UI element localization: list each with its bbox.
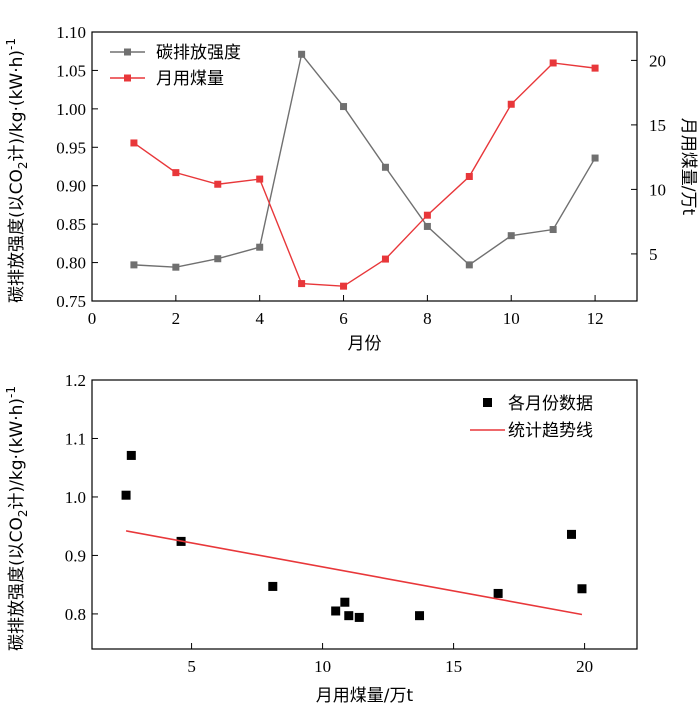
data-point-carbon-intensity — [214, 255, 222, 263]
data-point-coal-use — [172, 169, 180, 177]
data-point-monthly — [331, 606, 341, 616]
top-x-tick-label: 12 — [587, 309, 604, 328]
top-left-y-tick-label: 0.85 — [56, 215, 86, 234]
top-x-tick-label: 10 — [503, 309, 520, 328]
data-point-monthly — [566, 529, 576, 539]
legend-marker-carbon-intensity — [124, 48, 131, 56]
data-point-carbon-intensity — [381, 163, 389, 171]
top-left-y-axis-label-part: 碳排放强度(以CO — [7, 169, 27, 303]
data-point-carbon-intensity — [130, 261, 138, 269]
legend-label-coal-use: 月用煤量 — [156, 69, 224, 89]
top-left-y-axis-label-part: 计)/kg·(kW·h) — [7, 50, 27, 162]
bottom-x-axis-label: 月用煤量/万t — [316, 686, 414, 706]
top-left-y-tick-label: 0.80 — [56, 254, 86, 273]
bottom-y-tick-label: 0.8 — [65, 605, 86, 624]
top-right-y-tick-label: 10 — [649, 180, 666, 199]
top-x-tick-label: 4 — [255, 309, 264, 328]
data-point-carbon-intensity — [549, 226, 557, 234]
data-point-coal-use — [381, 255, 389, 263]
data-point-monthly — [354, 612, 364, 622]
bottom-x-tick-label: 20 — [576, 657, 593, 676]
bottom-y-axis-label: 碳排放强度(以CO2计)/kg·(kW·h)-1 — [4, 386, 30, 651]
data-point-carbon-intensity — [340, 103, 348, 111]
top-left-y-tick-label: 0.95 — [56, 138, 86, 157]
bottom-x-tick-label: 10 — [314, 657, 331, 676]
data-point-coal-use — [423, 211, 431, 219]
top-x-tick-label: 6 — [339, 309, 348, 328]
top-right-y-tick-label: 5 — [649, 245, 658, 264]
top-left-y-axis-label: 碳排放强度(以CO2计)/kg·(kW·h)-1 — [4, 38, 30, 303]
top-left-y-tick-label: 1.10 — [56, 23, 86, 42]
data-point-carbon-intensity — [256, 243, 264, 251]
top-left-y-tick-label: 0.75 — [56, 292, 86, 311]
data-point-monthly — [340, 597, 350, 607]
top-right-y-tick-label: 15 — [649, 116, 666, 135]
top-left-y-axis-label-part: 2 — [16, 161, 30, 169]
data-point-carbon-intensity — [507, 232, 515, 240]
top-right-y-tick-label: 20 — [649, 51, 666, 70]
bottom-y-tick-label: 0.9 — [65, 546, 86, 565]
bottom-y-tick-label: 1.2 — [65, 371, 86, 390]
bottom-x-tick-label: 15 — [445, 657, 462, 676]
top-left-y-tick-label: 1.05 — [56, 61, 86, 80]
bottom-plot-frame — [91, 379, 638, 650]
top-x-tick-label: 0 — [88, 309, 97, 328]
data-point-monthly — [126, 450, 136, 460]
series-line-carbon-intensity — [133, 52, 596, 268]
data-point-coal-use — [507, 100, 515, 108]
data-point-coal-use — [256, 175, 264, 183]
bottom-y-axis-label-part: 计)/kg·(kW·h) — [7, 398, 27, 510]
data-point-monthly — [121, 490, 131, 500]
data-point-coal-use — [549, 59, 557, 67]
data-point-carbon-intensity — [423, 222, 431, 230]
bottom-x-tick-label: 5 — [187, 657, 196, 676]
top-x-tick-label: 2 — [172, 309, 181, 328]
data-point-monthly — [344, 611, 354, 621]
data-point-coal-use — [214, 180, 222, 188]
data-point-coal-use — [298, 280, 306, 288]
data-point-coal-use — [340, 282, 348, 290]
series-line-coal-use — [133, 62, 596, 287]
top-left-y-tick-label: 0.90 — [56, 177, 86, 196]
legend-marker-coal-use — [124, 74, 131, 82]
bottom-y-tick-label: 1.1 — [65, 429, 86, 448]
top-x-tick-label: 8 — [423, 309, 432, 328]
data-point-monthly — [493, 588, 503, 598]
bottom-y-axis-label-part: 碳排放强度(以CO — [7, 517, 27, 651]
legend-label-carbon-intensity: 碳排放强度 — [156, 43, 241, 63]
top-plot-frame — [91, 31, 638, 302]
data-point-monthly — [415, 611, 425, 621]
bottom-y-axis-label-part: -1 — [4, 386, 18, 398]
data-point-carbon-intensity — [172, 263, 180, 271]
data-point-coal-use — [591, 64, 599, 72]
data-point-monthly — [577, 584, 587, 594]
bottom-y-tick-label: 1.0 — [65, 488, 86, 507]
top-left-y-tick-label: 1.00 — [56, 100, 86, 119]
data-point-coal-use — [465, 172, 473, 180]
data-point-carbon-intensity — [465, 261, 473, 269]
top-left-y-axis-label-part: -1 — [4, 38, 18, 50]
legend-label-trend: 统计趋势线 — [508, 421, 593, 441]
data-point-carbon-intensity — [298, 50, 306, 58]
top-right-y-axis-label: 月用煤量/万t — [678, 118, 698, 216]
data-point-monthly — [268, 581, 278, 591]
trend-line — [125, 530, 583, 616]
data-point-coal-use — [130, 139, 138, 147]
bottom-y-axis-label-part: 2 — [16, 509, 30, 517]
data-point-carbon-intensity — [591, 154, 599, 162]
legend-label-monthly: 各月份数据 — [508, 394, 593, 414]
top-x-axis-label: 月份 — [348, 334, 382, 354]
legend-marker-monthly — [483, 398, 492, 407]
